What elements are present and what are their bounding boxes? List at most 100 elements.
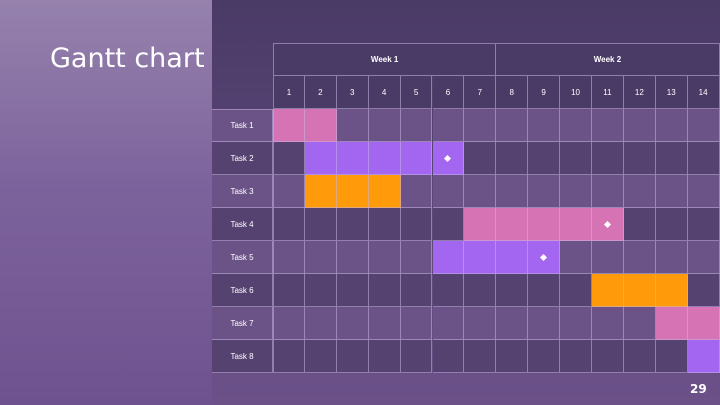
grid-cell (496, 175, 529, 208)
task-bar-cell (304, 142, 337, 175)
grid-cell (336, 340, 369, 373)
task-bar-cell (687, 307, 720, 340)
day-header: 4 (368, 76, 401, 109)
task-label: Task 4 (212, 208, 273, 241)
grid-cell (464, 175, 497, 208)
grid-cell (592, 142, 624, 175)
grid-cell (560, 175, 592, 208)
task-bar-cell (304, 109, 337, 142)
grid-cell (336, 274, 369, 307)
task-bar-cell (464, 208, 497, 241)
grid-cell (528, 142, 561, 175)
grid-cell (592, 340, 624, 373)
grid-cell (464, 142, 497, 175)
task-bar-cell (687, 340, 720, 373)
grid-cell (528, 340, 561, 373)
grid-cell (304, 208, 337, 241)
grid-cell (464, 340, 497, 373)
grid-cell (528, 109, 561, 142)
left-panel: Gantt chart (0, 0, 212, 405)
task-bar-cell (528, 241, 561, 274)
task-label: Task 6 (212, 274, 273, 307)
grid-cell (623, 208, 656, 241)
grid-cell (687, 241, 720, 274)
grid-cell (687, 208, 720, 241)
task-label: Task 1 (212, 109, 273, 142)
task-bar-cell (400, 142, 433, 175)
grid-cell (623, 340, 656, 373)
grid-cell (655, 142, 688, 175)
grid-cell (592, 241, 624, 274)
day-header: 14 (687, 76, 720, 109)
task-label: Task 2 (212, 142, 273, 175)
grid-cell (496, 109, 529, 142)
grid-cell (368, 307, 401, 340)
grid-cell (655, 241, 688, 274)
task-label: Task 8 (212, 340, 273, 373)
grid-cell (336, 109, 369, 142)
day-header: 10 (560, 76, 592, 109)
grid-cell (400, 208, 433, 241)
grid-cell (273, 340, 305, 373)
grid-cell (400, 109, 433, 142)
grid-cell (304, 340, 337, 373)
grid-cell (368, 208, 401, 241)
grid-cell (464, 109, 497, 142)
grid-cell (528, 175, 561, 208)
day-header: 1 (273, 76, 305, 109)
grid-cell (528, 274, 561, 307)
grid-cell (464, 307, 497, 340)
grid-cell (592, 175, 624, 208)
task-label: Task 5 (212, 241, 273, 274)
task-bar-cell (368, 175, 401, 208)
grid-cell (687, 274, 720, 307)
grid-cell (560, 307, 592, 340)
day-header: 7 (464, 76, 497, 109)
grid-cell (623, 109, 656, 142)
grid-cell (655, 175, 688, 208)
day-header: 12 (623, 76, 656, 109)
grid-cell (400, 241, 433, 274)
task-label: Task 3 (212, 175, 273, 208)
grid-cell (304, 241, 337, 274)
grid-cell (623, 307, 656, 340)
grid-cell (560, 142, 592, 175)
grid-cell (432, 175, 465, 208)
grid-cell (623, 142, 656, 175)
task-label: Task 7 (212, 307, 273, 340)
grid-cell (432, 307, 465, 340)
day-header: 8 (496, 76, 529, 109)
grid-cell (655, 340, 688, 373)
grid-cell (687, 175, 720, 208)
grid-cell (560, 241, 592, 274)
task-bar-cell (432, 241, 465, 274)
grid-cell (432, 340, 465, 373)
grid-cell (368, 340, 401, 373)
grid-cell (432, 208, 465, 241)
grid-cell (464, 274, 497, 307)
grid-cell (687, 109, 720, 142)
grid-cell (496, 274, 529, 307)
day-header: 13 (655, 76, 688, 109)
grid-cell (336, 307, 369, 340)
gantt-chart: Week 1 Week 2 1 2 3 4 5 6 7 8 9 10 11 12 13 14 Task 1 Tas… (212, 43, 720, 376)
grid-cell (496, 142, 529, 175)
task-bar-cell (368, 142, 401, 175)
task-bar-cell (496, 241, 529, 274)
task-bar-cell (623, 274, 656, 307)
slide-title: Gantt chart (50, 43, 205, 74)
grid-cell (304, 307, 337, 340)
grid-cell (273, 274, 305, 307)
grid-cell (496, 340, 529, 373)
grid-cell (623, 175, 656, 208)
grid-cell (432, 274, 465, 307)
grid-cell (592, 307, 624, 340)
task-bar-cell (432, 142, 465, 175)
page-number: 29 (690, 382, 707, 396)
day-header: 5 (400, 76, 433, 109)
task-bar-cell (560, 208, 592, 241)
grid-cell (273, 241, 305, 274)
task-bar-cell (655, 307, 688, 340)
grid-cell (432, 109, 465, 142)
grid-cell (336, 241, 369, 274)
